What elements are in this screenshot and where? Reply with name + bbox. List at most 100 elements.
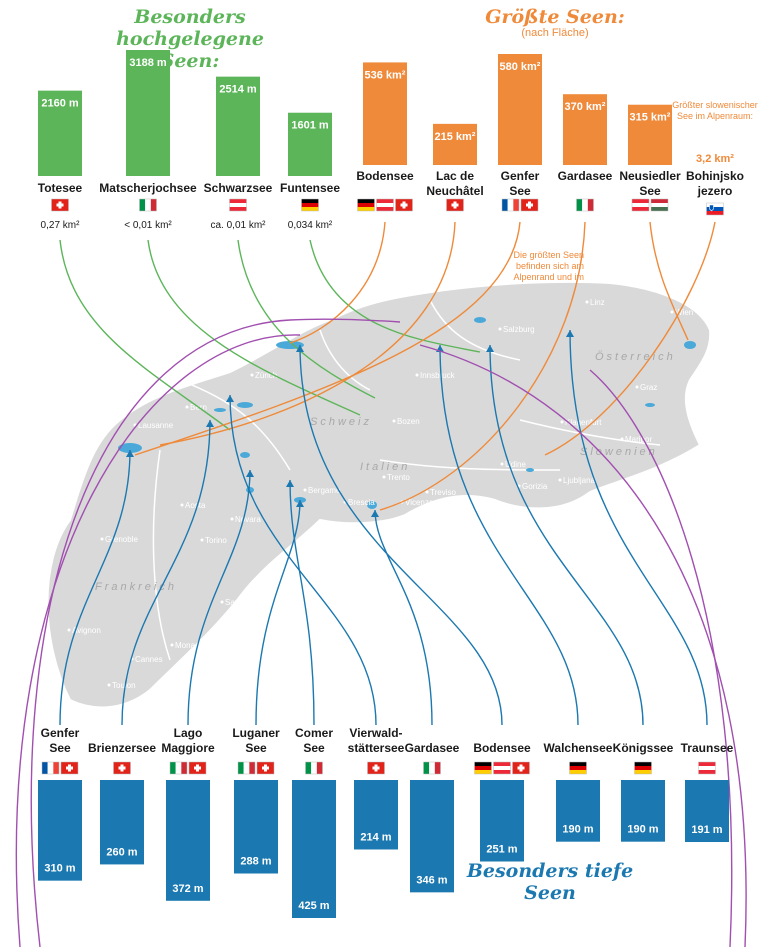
bar-labels: 2160 m Totesee 0,27 km² 3188 m Matscherjochs…	[38, 57, 744, 912]
high-bar-value: 2160 m	[41, 98, 79, 110]
map-city-dot	[558, 478, 562, 482]
map-label: Österreich	[595, 351, 676, 363]
lake-name: See	[245, 741, 267, 755]
deep-bar	[354, 780, 398, 850]
flag-ch	[113, 761, 131, 775]
lake-name: Neuchâtel	[426, 184, 483, 198]
deep-bar	[410, 780, 454, 893]
map-label: Linz	[590, 298, 605, 307]
flags	[41, 198, 724, 775]
deep-bar-value: 346 m	[416, 874, 447, 886]
map-label: Gorizia	[522, 482, 548, 491]
curve-arrowhead	[226, 395, 234, 402]
map-city-dot	[382, 475, 386, 479]
curve-deep-9	[489, 344, 644, 726]
curve-deep-1	[121, 419, 211, 726]
high-bar	[38, 90, 82, 176]
big-lakes-subtitle: (nach Fläche)	[521, 27, 589, 39]
flag-at	[631, 198, 650, 212]
map-label: Bozen	[397, 417, 420, 426]
big-bar-value: 580 km²	[500, 61, 541, 73]
map-lake-1	[237, 402, 253, 408]
map-label: Trento	[387, 473, 410, 482]
high-bar-value: 2514 m	[219, 84, 257, 96]
flag-it	[169, 761, 188, 775]
flag-de	[301, 198, 319, 212]
deep-bar-value: 190 m	[562, 824, 593, 836]
flag-at	[698, 761, 716, 775]
map-city-dot	[585, 300, 589, 304]
flag-de	[569, 761, 587, 775]
map-city-dot	[560, 420, 564, 424]
curve-deep-10	[569, 329, 708, 726]
map-label: Ljubljana	[563, 476, 596, 485]
lake-name: Bodensee	[473, 741, 531, 755]
flag-de	[357, 198, 375, 212]
map-city-dot	[230, 517, 234, 521]
map-landmass	[46, 280, 712, 709]
map-label: Lausanne	[138, 421, 174, 430]
curve-neuchatel	[159, 221, 456, 446]
map-city-dot	[425, 490, 429, 494]
deep-bar-value: 310 m	[44, 863, 75, 875]
big-bar	[628, 104, 672, 165]
lake-name: Comer	[295, 726, 333, 740]
flag-de	[634, 761, 652, 775]
lake-name: Matscherjochsee	[99, 181, 197, 195]
flag-at	[229, 198, 247, 212]
flag-ch	[60, 761, 79, 775]
map-city-dot	[303, 488, 307, 492]
flag-ch	[520, 198, 539, 212]
map-label: Zürich	[255, 371, 277, 380]
lake-name: jezero	[697, 184, 733, 198]
curve-deep-8	[439, 344, 579, 726]
lake-name: Bohinjsko	[686, 169, 744, 183]
lake-name: Funtensee	[280, 181, 340, 195]
big-bar	[498, 54, 542, 165]
big-bar	[563, 94, 607, 165]
flag-si	[706, 202, 724, 216]
high-area: ca. 0,01 km²	[210, 220, 266, 231]
curve-arrowhead	[246, 470, 254, 477]
map-label: Treviso	[430, 488, 456, 497]
flag-at	[376, 198, 394, 212]
deep-bar-value: 372 m	[172, 883, 203, 895]
curve-arrowhead	[126, 450, 134, 457]
curve-deep-5	[229, 394, 377, 726]
flag-hu	[650, 198, 669, 212]
map-label: Slowenien	[580, 446, 658, 458]
deep-bar-value: 251 m	[486, 844, 517, 856]
big-bar-value: 215 km²	[435, 131, 476, 143]
curve-bodensee	[289, 221, 386, 344]
deep-bar-value: 191 m	[691, 824, 722, 836]
deep-bar-value: 425 m	[298, 900, 329, 912]
high-area: < 0,01 km²	[124, 220, 172, 231]
lake-name: Gardasee	[405, 741, 460, 755]
lake-name: Bodensee	[356, 169, 414, 183]
flag-ch	[256, 761, 275, 775]
map-city-dot	[670, 310, 674, 314]
curve-purple-right	[419, 344, 747, 947]
high-lakes-title: Besonders hochgelegene Seen:	[116, 6, 264, 72]
curve-arrowhead	[206, 420, 214, 427]
curve-genfer	[134, 221, 521, 456]
slovenia-note: Größter slowenischer See im Alpenraum:	[672, 100, 758, 121]
map-label: Frankreich	[95, 581, 177, 593]
map-city-dot	[380, 524, 384, 528]
slovenia-value: 3,2 km²	[696, 153, 734, 165]
deep-bar	[100, 780, 144, 865]
map-city-dot	[107, 683, 111, 687]
deep-bar	[234, 780, 278, 874]
curve-arrowhead	[371, 510, 379, 517]
deep-bar	[621, 780, 665, 842]
big-bar	[433, 123, 477, 165]
lake-name: Genfer	[501, 169, 540, 183]
map-lake-7	[684, 341, 696, 349]
map-label: Verona	[385, 522, 411, 531]
flag-ch	[446, 198, 464, 212]
curve-neusiedler	[649, 221, 689, 341]
deep-bar-value: 260 m	[106, 846, 137, 858]
high-bar-value: 3188 m	[129, 57, 167, 69]
flag-it	[139, 198, 157, 212]
lake-name: Genfer	[41, 726, 80, 740]
